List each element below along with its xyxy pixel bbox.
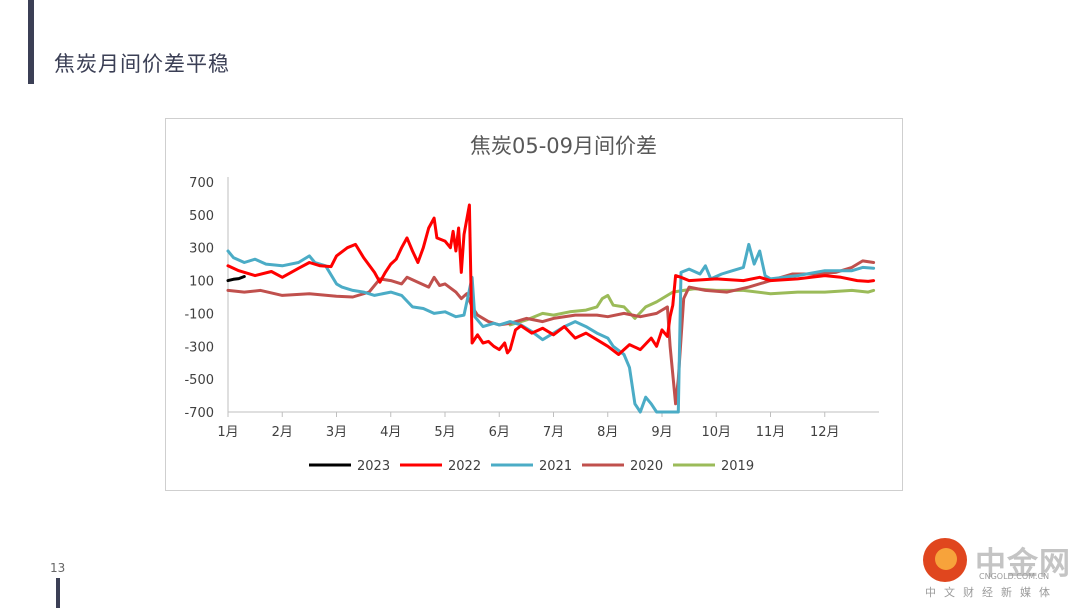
x-tick-label: 6月 bbox=[489, 425, 510, 440]
slide-title: 焦炭月间价差平稳 bbox=[54, 52, 230, 76]
y-tick-label: 500 bbox=[189, 209, 214, 224]
page-number: 13 bbox=[50, 561, 66, 575]
y-tick-label: -700 bbox=[184, 406, 214, 421]
legend-label-2020: 2020 bbox=[630, 459, 663, 474]
legend-label-2019: 2019 bbox=[721, 459, 754, 474]
x-tick-label: 4月 bbox=[380, 425, 401, 440]
x-tick-label: 8月 bbox=[597, 425, 618, 440]
chart-title: 焦炭05-09月间价差 bbox=[470, 134, 657, 158]
x-tick-label: 3月 bbox=[326, 425, 347, 440]
x-tick-label: 2月 bbox=[272, 425, 293, 440]
legend-label-2023: 2023 bbox=[357, 459, 390, 474]
y-tick-label: 300 bbox=[189, 242, 214, 257]
legend-label-2021: 2021 bbox=[539, 459, 572, 474]
title-accent-bar bbox=[28, 0, 34, 84]
watermark-tagline: 中文财经新媒体 bbox=[925, 586, 1058, 599]
y-tick-label: 100 bbox=[189, 275, 214, 290]
y-tick-label: 700 bbox=[189, 176, 214, 191]
series-line-2019 bbox=[508, 287, 876, 327]
x-tick-label: 10月 bbox=[701, 425, 731, 440]
watermark-logo-icon bbox=[923, 538, 967, 582]
x-tick-label: 1月 bbox=[217, 425, 238, 440]
x-tick-label: 12月 bbox=[810, 425, 840, 440]
watermark: 中金网 CNGOLD.COM.CN 中文财经新媒体 bbox=[905, 536, 1080, 608]
y-tick-label: -500 bbox=[184, 373, 214, 388]
x-tick-label: 9月 bbox=[651, 425, 672, 440]
page-number-bar bbox=[56, 578, 60, 608]
series-line-2021 bbox=[226, 242, 876, 414]
y-tick-label: -300 bbox=[184, 340, 214, 355]
x-tick-label: 5月 bbox=[434, 425, 455, 440]
series-line-2020 bbox=[226, 259, 876, 406]
chart-svg: 焦炭05-09月间价差700500300100-100-300-500-7001… bbox=[184, 134, 879, 474]
legend-label-2022: 2022 bbox=[448, 459, 481, 474]
watermark-name: 中金网 bbox=[975, 546, 1071, 582]
x-tick-label: 7月 bbox=[543, 425, 564, 440]
y-tick-label: -100 bbox=[184, 307, 214, 322]
x-tick-label: 11月 bbox=[756, 425, 786, 440]
series-line-2023 bbox=[226, 275, 246, 283]
watermark-url: CNGOLD.COM.CN bbox=[979, 572, 1050, 581]
series-line-2022 bbox=[226, 203, 876, 356]
chart-frame: 焦炭05-09月间价差 700 500 300 100 -100 -300 -500 -700 1… bbox=[165, 118, 903, 491]
